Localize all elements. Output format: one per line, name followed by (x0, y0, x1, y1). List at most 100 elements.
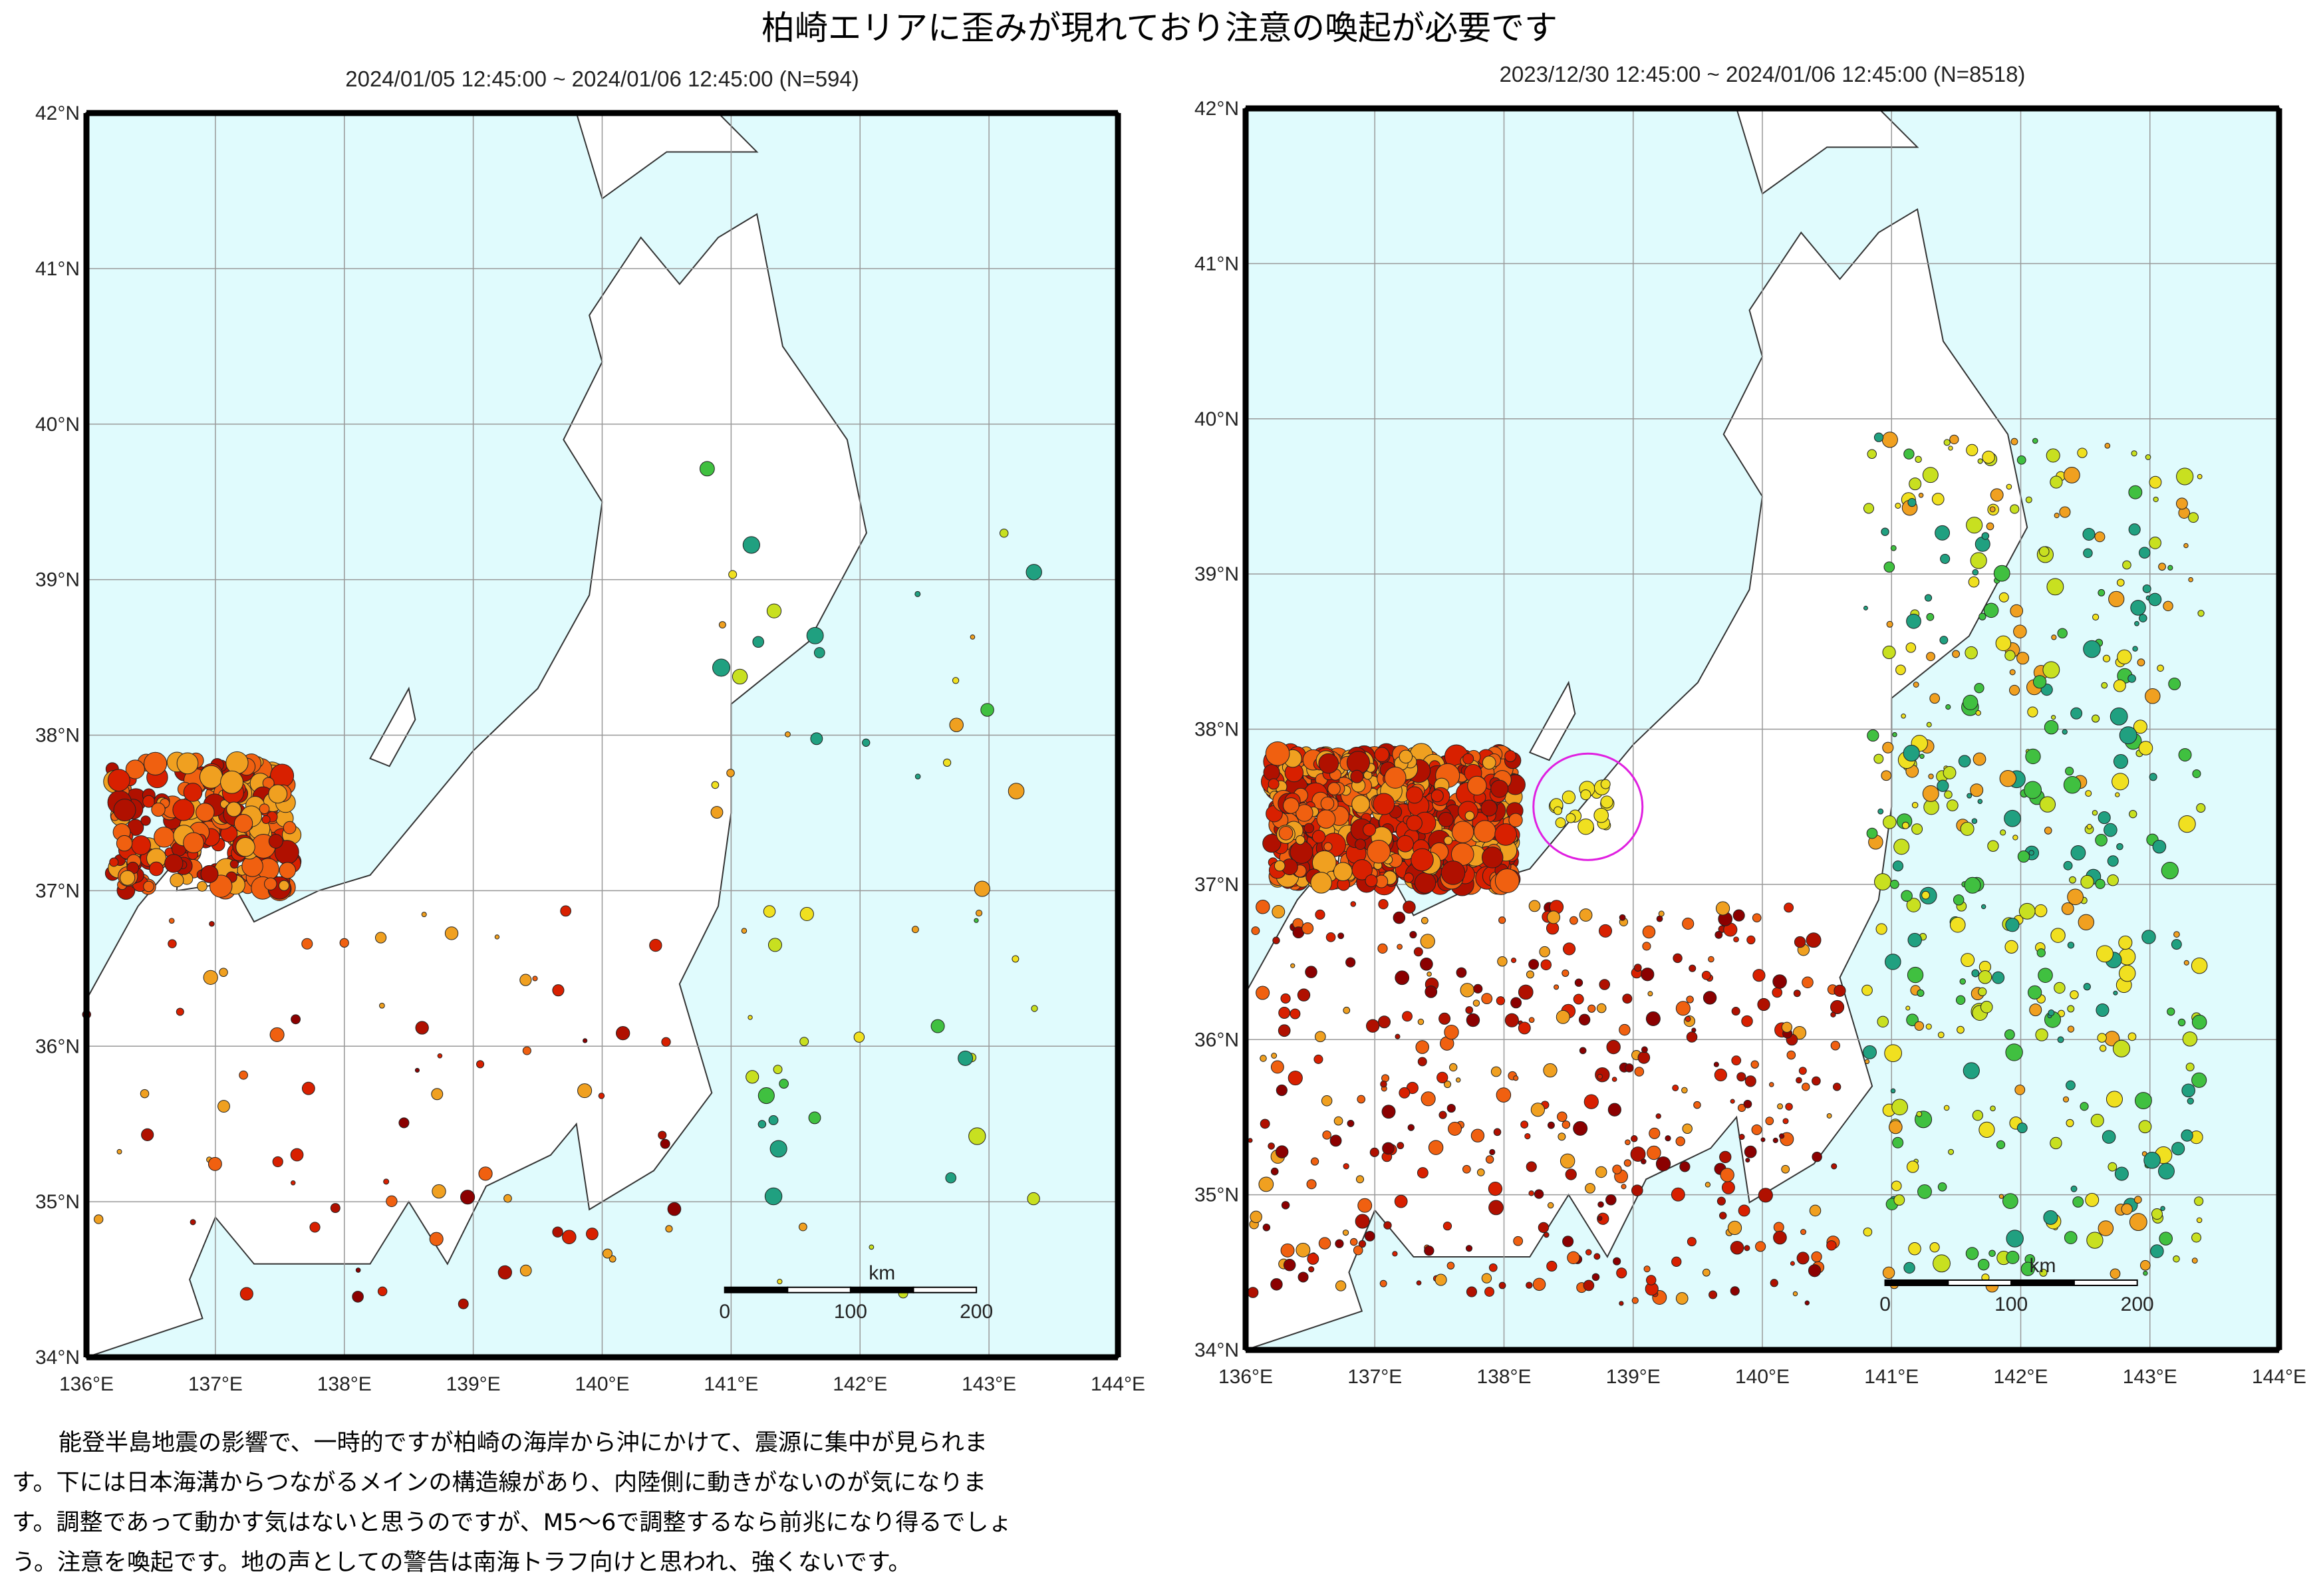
quake-dot (1606, 1039, 1621, 1055)
quake-dot (1554, 984, 1560, 990)
quake-dot (1911, 801, 1919, 809)
quake-dot (1347, 1119, 1355, 1127)
quake-dot (799, 1037, 809, 1047)
quake-dot (741, 928, 748, 934)
quake-dot (1504, 1013, 1519, 1027)
quake-dot (1778, 1133, 1785, 1139)
quake-dot (1417, 1167, 1429, 1178)
quake-dot (1333, 1116, 1343, 1126)
quake-dot (1335, 1280, 1347, 1291)
quake-dot (197, 881, 207, 892)
quake-dot (1877, 808, 1884, 815)
quake-dot (1790, 1261, 1795, 1266)
quake-dot (140, 815, 151, 826)
quake-dot (1972, 569, 1979, 576)
quake-dot (1363, 823, 1377, 837)
quake-dot (2183, 960, 2189, 966)
quake-dot (1765, 1117, 1774, 1125)
quake-dot (1673, 953, 1683, 964)
quake-dot (196, 803, 215, 822)
quake-dot (1892, 732, 1897, 737)
quake-dot (2149, 537, 2162, 549)
quake-dot (2046, 448, 2060, 463)
quake-dot (235, 837, 255, 857)
quake-dot (1971, 969, 1980, 978)
quake-dot (1513, 1075, 1519, 1081)
quake-dot (1916, 1111, 1923, 1117)
quake-dot (1808, 1264, 1822, 1277)
quake-dot (1946, 799, 1959, 811)
quake-dot (1929, 693, 1941, 704)
quake-dot (2050, 928, 2066, 943)
quake-dot (1863, 1227, 1873, 1237)
quake-dot (2063, 467, 2080, 483)
quake-dot (301, 1081, 315, 1095)
quake-dot (1577, 818, 1594, 835)
scale-label: 0 (719, 1301, 730, 1323)
quake-dot (1892, 1136, 1904, 1148)
quake-dot (2173, 931, 2180, 938)
quake-dot (1958, 755, 1971, 767)
quake-dot (2173, 1255, 2180, 1263)
quake-dot (1378, 1015, 1391, 1029)
scale-label: 100 (834, 1301, 867, 1323)
quake-dot (718, 621, 726, 629)
quake-dot (748, 1015, 753, 1020)
quake-dot (1343, 1163, 1349, 1170)
quake-dot (1349, 1238, 1358, 1246)
quake-dot (945, 1172, 957, 1184)
quake-dot (2188, 512, 2199, 523)
quake-dot (2025, 748, 2041, 765)
lon-label: 144°E (2252, 1366, 2306, 1388)
quake-dot (1415, 1040, 1429, 1054)
quake-dot (1875, 923, 1887, 935)
quake-dot (1574, 978, 1583, 987)
quake-dot (2132, 646, 2138, 652)
quake-dot (151, 802, 166, 817)
quake-dot (1543, 1063, 1558, 1078)
quake-dot (1903, 744, 1920, 762)
quake-dot (974, 880, 990, 897)
quake-dot (586, 1228, 599, 1240)
quake-dot (1262, 834, 1282, 853)
quake-dot (1755, 1241, 1766, 1252)
quake-dot (225, 751, 249, 775)
quake-dot (503, 1194, 512, 1203)
lon-label: 143°E (962, 1373, 1016, 1395)
quake-dot (1250, 1210, 1262, 1224)
quake-dot (2017, 850, 2030, 863)
quake-dot (1566, 813, 1576, 823)
quake-dot (1768, 1082, 1774, 1087)
quake-dot (2178, 815, 2196, 833)
quake-dot (1830, 1011, 1836, 1018)
quake-dot (2070, 707, 2083, 720)
quake-dot (757, 1087, 775, 1105)
quake-dot (1532, 1277, 1546, 1291)
quake-dot (1558, 1132, 1566, 1141)
quake-dot (2185, 1062, 2195, 1071)
paragraph-line: す。下には日本海溝からつながるメインの構造線があり、内陸側に動きがないのが気にな… (12, 1470, 987, 1496)
quake-dot (2024, 781, 2042, 799)
quake-dot (2158, 563, 2166, 571)
quake-dot (1465, 1245, 1473, 1252)
quake-dot (1757, 998, 1770, 1011)
quake-dot (1977, 1258, 1990, 1271)
quake-dot (2012, 835, 2018, 841)
quake-dot (1918, 493, 1924, 498)
quake-dot (1488, 1263, 1498, 1272)
quake-dot (1714, 930, 1723, 939)
quake-dot (1619, 1301, 1624, 1306)
quake-dot (1473, 820, 1496, 843)
quake-dot (1977, 458, 1983, 464)
quake-dot (1990, 488, 2004, 502)
quake-dot (1380, 1081, 1387, 1088)
quake-dot (2137, 658, 2145, 667)
land (86, 213, 867, 1359)
quake-dot (1733, 936, 1739, 943)
quake-dot (2013, 624, 2027, 638)
quake-dot (1978, 1121, 1995, 1138)
quake-dot (1922, 785, 1939, 802)
quake-dot (1983, 602, 1999, 618)
quake-dot (862, 738, 871, 747)
quake-dot (200, 864, 219, 883)
